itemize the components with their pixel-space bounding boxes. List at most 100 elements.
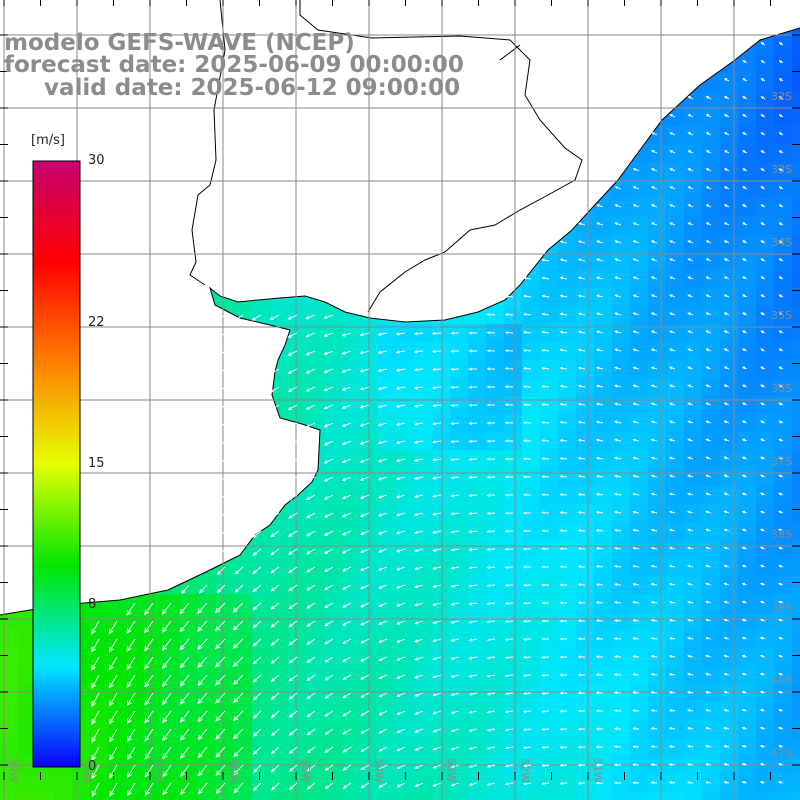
wind-arrow [742, 186, 748, 190]
wind-arrow [741, 438, 748, 442]
wind-vectors [91, 42, 784, 798]
wind-arrow [559, 763, 568, 767]
wind-arrow [705, 114, 712, 118]
wind-arrow [778, 636, 784, 640]
wind-arrow [450, 728, 460, 733]
wind-arrow [395, 350, 406, 354]
wind-arrow [686, 690, 694, 694]
wind-arrow [687, 186, 694, 190]
wind-arrow [468, 728, 478, 732]
wind-arrow [109, 782, 118, 797]
wind-arrow [613, 727, 622, 731]
wind-arrow [288, 710, 298, 718]
wind-arrow [306, 782, 316, 790]
wind-arrow [559, 619, 568, 623]
wind-arrow [668, 672, 676, 676]
wind-arrow [541, 655, 550, 659]
wind-arrow [723, 114, 730, 118]
wind-arrow [686, 781, 694, 784]
wind-arrow [378, 728, 388, 734]
wind-arrow [668, 564, 676, 568]
wind-arrow [559, 511, 568, 515]
wind-arrow [723, 582, 730, 586]
wind-arrow [342, 656, 352, 662]
wind-arrow [705, 762, 712, 766]
wind-arrow [559, 330, 568, 334]
wind-arrow [723, 474, 730, 478]
wind-arrow [432, 656, 442, 661]
wind-arrow [687, 294, 694, 298]
wind-arrow [216, 440, 226, 449]
wind-arrow [288, 656, 298, 664]
wind-arrow [324, 782, 334, 789]
wind-arrow [778, 726, 784, 730]
wind-arrow [232, 638, 244, 649]
wind-arrow [723, 204, 730, 208]
wind-arrow [723, 96, 730, 100]
wind-arrow [360, 620, 370, 626]
wind-arrow [287, 476, 298, 483]
wind-arrow [522, 294, 532, 298]
wind-arrow [252, 620, 262, 629]
wind-arrow [395, 458, 406, 463]
wind-arrow [577, 583, 586, 587]
wind-arrow [760, 168, 766, 172]
wind-arrow [450, 746, 460, 751]
wind-arrow [705, 582, 712, 586]
wind-arrow [760, 384, 766, 388]
wind-arrow [541, 782, 550, 786]
wind-arrow [305, 422, 316, 428]
wind-arrow [687, 564, 694, 568]
wind-arrow [559, 456, 568, 460]
wind-arrow [396, 728, 406, 733]
wind-arrow [742, 114, 748, 118]
longitude-label: 53W [445, 758, 458, 783]
wind-arrow [760, 222, 766, 226]
wind-arrow [450, 620, 460, 624]
wind-arrow [305, 332, 316, 338]
wind-arrow [705, 240, 712, 244]
wind-arrow [126, 710, 136, 725]
wind-arrow [91, 656, 100, 671]
wind-arrow [723, 636, 730, 640]
wind-arrow [541, 764, 550, 768]
wind-arrow [413, 548, 424, 553]
wind-arrow [197, 602, 208, 614]
wind-arrow [668, 781, 676, 785]
wind-arrow [577, 547, 586, 551]
wind-arrow [778, 330, 784, 334]
wind-arrow [252, 512, 262, 520]
wind-arrow [778, 582, 784, 586]
wind-arrow [668, 312, 676, 316]
wind-arrow [687, 150, 694, 154]
wind-arrow [431, 367, 442, 372]
wind-arrow [760, 240, 766, 244]
wind-arrow [323, 548, 334, 554]
wind-arrow [323, 440, 334, 446]
wind-arrow [705, 132, 712, 136]
wind-arrow [431, 349, 442, 354]
wind-arrow [613, 673, 622, 677]
forecast-date: forecast date: 2025-06-09 00:00:00 [4, 52, 464, 78]
wind-arrow [687, 132, 694, 136]
wind-arrow [723, 312, 730, 316]
wind-arrow [126, 602, 136, 616]
wind-arrow [432, 692, 442, 697]
wind-arrow [324, 692, 334, 699]
wind-arrow [559, 475, 568, 478]
wind-arrow [270, 566, 280, 574]
wind-arrow [741, 510, 748, 514]
wind-arrow [342, 746, 352, 753]
wind-arrow [468, 692, 478, 696]
wind-arrow [253, 782, 262, 791]
wind-arrow [504, 620, 514, 624]
wind-arrow [252, 674, 262, 683]
wind-arrow [668, 763, 676, 767]
wind-arrow [395, 530, 406, 535]
wind-arrow [522, 366, 532, 370]
wind-arrow [760, 276, 766, 280]
wind-arrow [486, 547, 496, 552]
wind-arrow [432, 566, 442, 570]
wind-arrow [741, 420, 748, 424]
